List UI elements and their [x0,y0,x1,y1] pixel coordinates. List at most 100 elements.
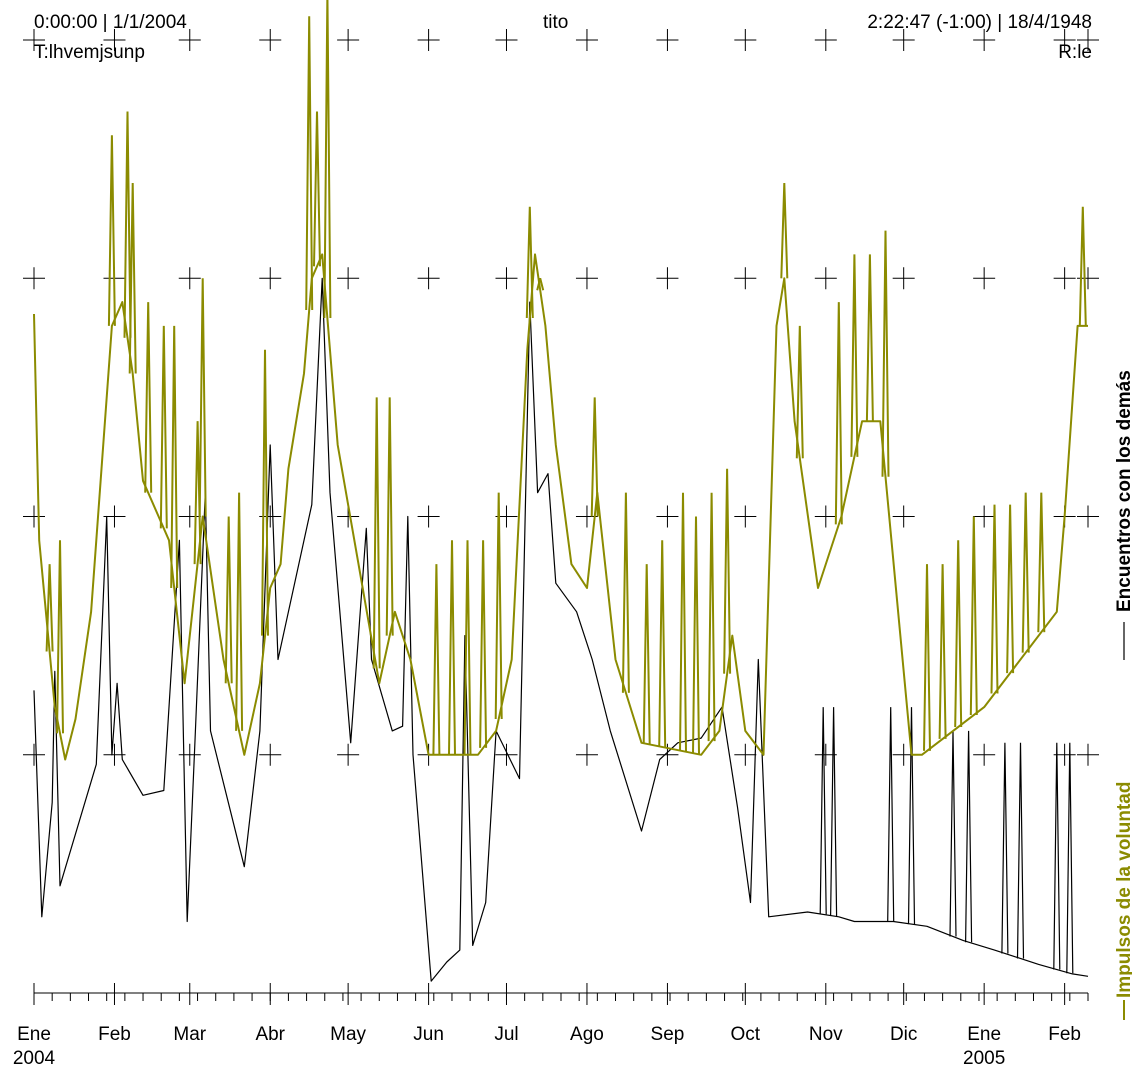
grid-cross-3-5 [417,29,440,51]
series-1-spike-42 [969,516,978,716]
grid-cross-3-4 [337,29,360,51]
grid-cross-3-8 [656,29,679,51]
series-1-spike-19 [448,540,456,755]
x-year-label-0: 2004 [13,1048,56,1069]
grid-cross-2-9 [734,267,757,290]
grid-cross-1-8 [656,505,679,528]
series-0-spike-6 [1001,742,1009,954]
series-1-spike-13 [305,16,314,311]
x-tick-label-1: Feb [98,1024,131,1045]
grid-cross-1-2 [178,505,201,528]
x-tick-label-3: Abr [255,1024,285,1045]
grid-cross-3-3 [259,29,282,51]
series-1-spike-14 [313,111,321,267]
series-0-spike-1 [830,707,838,917]
series-1-spike-20 [463,540,472,755]
series-1-spike-2 [107,135,116,326]
grid-cross-2-7 [575,267,598,290]
series-1-spike-26 [621,492,630,693]
series-1-spike-7 [170,325,179,589]
series-1-spike-21 [479,540,488,748]
series-1-spike-39 [923,564,931,751]
grid-cross-2-5 [417,267,440,290]
header-center-title: tito [543,12,569,33]
series-1-spike-34 [795,325,804,459]
x-tick-label-10: Nov [809,1024,843,1045]
grid-cross-1-10 [814,505,837,528]
series-1-spike-12 [261,349,269,636]
series-1-spike-38 [881,230,890,477]
grid-cross-3-12 [973,29,996,51]
grid-cross-2-6 [495,267,518,290]
series-1-spike-46 [1037,492,1046,633]
grid-cross-end-0 [1077,743,1099,766]
series-1-spike-10 [224,516,233,684]
grid-cross-3-9 [734,29,757,51]
series-1-spike-40 [938,564,947,739]
series-1-spike-15 [323,0,332,319]
grid-cross-0-2 [178,743,201,766]
grid-cross-1-0 [23,505,45,528]
grid-cross-3-7 [575,29,598,51]
series-1-spike-28 [658,540,667,748]
grid-cross-3-1 [103,29,126,51]
grid-cross-1-11 [892,505,915,528]
series-1-spike-32 [723,468,732,674]
x-tick-label-0: Ene [17,1024,51,1045]
series-1-spike-24 [536,278,545,291]
series-1-spike-37 [865,254,874,422]
series-1-spike-3 [123,111,132,338]
series-0-spike-9 [1066,742,1074,974]
series-1-spike-0 [45,564,54,652]
grid-cross-0-3 [259,743,282,766]
series-1-spike-18 [432,564,441,755]
grid-cross-0-9 [734,743,757,766]
series-0-spike-5 [965,730,973,943]
series-1-spike-44 [1006,504,1015,674]
series-1-spike-29 [679,492,687,752]
x-tick-label-5: Jun [413,1024,444,1045]
series-line-0 [33,277,1089,982]
grid-cross-2-12 [973,267,996,290]
grid-cross-2-11 [892,267,915,290]
series-1-spike-47 [1078,206,1087,326]
x-tick-label-2: Mar [173,1024,206,1045]
series-1-spike-11 [235,492,244,731]
series-1-spike-1 [56,540,64,734]
series-1-spike-4 [128,182,137,374]
header-right-line1: 2:22:47 (-1:00) | 18/4/1948 [867,12,1092,33]
grid-cross-0-7 [575,743,598,766]
x-tick-label-9: Oct [731,1024,761,1045]
x-tick-label-7: Ago [570,1024,604,1045]
header-left-line1: 0:00:00 | 1/1/2004 [34,12,187,33]
grid-cross-0-4 [337,743,360,766]
grid-cross-3-2 [178,29,201,51]
series-1-spike-36 [850,254,859,457]
series-0-spike-3 [907,707,916,925]
series-1-spike-45 [1021,492,1030,653]
series-1-spike-23 [525,206,534,319]
series-1-spike-9 [198,278,207,517]
series-0-spike-0 [819,707,827,915]
grid-cross-1-12 [973,505,996,528]
series-1-spike-41 [954,540,963,728]
series-1-spike-16 [372,397,381,669]
series-0-spike-2 [887,707,895,922]
x-year-label-1: 2005 [963,1048,1005,1069]
grid-cross-2-8 [656,267,679,290]
grid-cross-3-10 [814,29,837,51]
x-tick-label-6: Jul [494,1024,518,1045]
series-1-spike-31 [707,492,716,742]
series-0-spike-4 [949,730,957,937]
x-tick-label-8: Sep [651,1024,685,1045]
series-1-spike-43 [990,504,999,694]
x-tick-label-13: Feb [1048,1024,1081,1045]
series-1-spike-35 [834,302,843,525]
grid-cross-2-0 [23,267,45,290]
x-tick-label-12: Ene [967,1024,1001,1045]
grid-cross-1-5 [417,505,440,528]
grid-cross-0-12 [973,743,996,766]
grid-cross-3-13 [1053,29,1076,51]
x-tick-label-4: May [330,1024,366,1045]
